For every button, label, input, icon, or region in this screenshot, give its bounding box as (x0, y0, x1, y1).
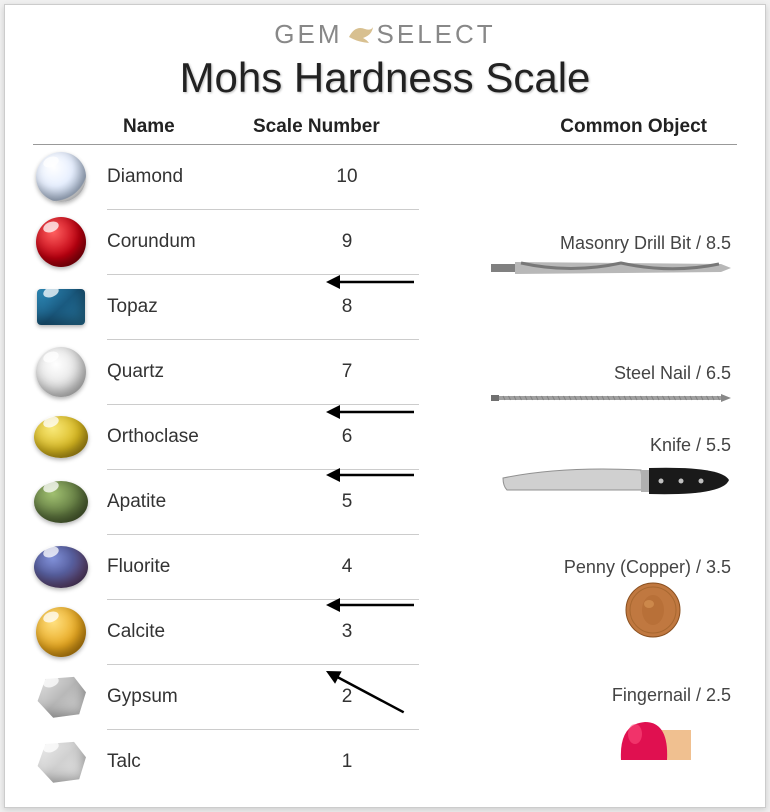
brand-text: GEM SELECT (274, 19, 495, 49)
scale-number: 2 (307, 686, 387, 708)
mineral-name: Diamond (107, 166, 307, 188)
diamond-icon (33, 149, 89, 205)
mineral-name: Gypsum (107, 686, 307, 708)
scale-number: 10 (307, 166, 387, 188)
scale-number: 1 (307, 751, 387, 773)
knife-icon (501, 460, 731, 509)
scale-number: 3 (307, 621, 387, 643)
fluorite-icon (33, 539, 89, 595)
brand-part1: GEM (274, 19, 342, 49)
topaz-icon (33, 279, 89, 335)
mineral-row: Topaz8 (33, 275, 433, 339)
mineral-row: Diamond10 (33, 145, 433, 209)
scale-number: 9 (307, 231, 387, 253)
common-object: Penny (Copper) / 3.5 (564, 557, 731, 643)
apatite-icon (33, 474, 89, 530)
object-label: Fingernail / 2.5 (611, 685, 731, 706)
brand-part2: SELECT (377, 19, 496, 49)
content-area: Diamond10Corundum9Topaz8Quartz7Orthoclas… (33, 145, 737, 794)
header-common: Common Object (413, 116, 737, 138)
gypsum-icon (33, 669, 89, 725)
scale-number: 5 (307, 491, 387, 513)
object-label: Masonry Drill Bit / 8.5 (491, 233, 731, 254)
mineral-name: Topaz (107, 296, 307, 318)
mineral-name: Quartz (107, 361, 307, 383)
quartz-icon (33, 344, 89, 400)
ruby-icon (33, 214, 89, 270)
common-object: Knife / 5.5 (501, 435, 731, 509)
bird-icon (345, 21, 375, 52)
mineral-row: Calcite3 (33, 600, 433, 664)
page-title: Mohs Hardness Scale (33, 54, 737, 102)
object-label: Steel Nail / 6.5 (491, 363, 731, 384)
mineral-row: Quartz7 (33, 340, 433, 404)
mineral-name: Corundum (107, 231, 307, 253)
mineral-row: Fluorite4 (33, 535, 433, 599)
object-label: Penny (Copper) / 3.5 (564, 557, 731, 578)
object-label: Knife / 5.5 (501, 435, 731, 456)
mineral-name: Apatite (107, 491, 307, 513)
mineral-name: Fluorite (107, 556, 307, 578)
scale-number: 4 (307, 556, 387, 578)
penny-icon (564, 582, 731, 643)
mineral-row: Talc1 (33, 730, 433, 794)
brand-logo: GEM SELECT (33, 19, 737, 52)
scale-number: 8 (307, 296, 387, 318)
mineral-name: Calcite (107, 621, 307, 643)
scale-number: 7 (307, 361, 387, 383)
mineral-name: Talc (107, 751, 307, 773)
common-object: Fingernail / 2.5 (611, 685, 731, 765)
common-object: Steel Nail / 6.5 (491, 363, 731, 409)
steel-nail-icon (491, 388, 731, 409)
infographic-card: GEM SELECT Mohs Hardness Scale Name Scale… (4, 4, 766, 808)
mineral-row: Gypsum2 (33, 665, 433, 729)
mineral-list: Diamond10Corundum9Topaz8Quartz7Orthoclas… (33, 145, 433, 794)
mineral-row: Orthoclase6 (33, 405, 433, 469)
mineral-row: Corundum9 (33, 210, 433, 274)
mineral-row: Apatite5 (33, 470, 433, 534)
orthoclase-icon (33, 409, 89, 465)
scale-number: 6 (307, 426, 387, 448)
drill-bit-icon (491, 258, 731, 283)
common-object: Masonry Drill Bit / 8.5 (491, 233, 731, 283)
column-headers: Name Scale Number Common Object (33, 112, 737, 145)
header-name: Name (33, 116, 253, 138)
calcite-icon (33, 604, 89, 660)
talc-icon (33, 734, 89, 790)
header-scale: Scale Number (253, 116, 413, 138)
fingernail-icon (611, 710, 731, 765)
mineral-name: Orthoclase (107, 426, 307, 448)
